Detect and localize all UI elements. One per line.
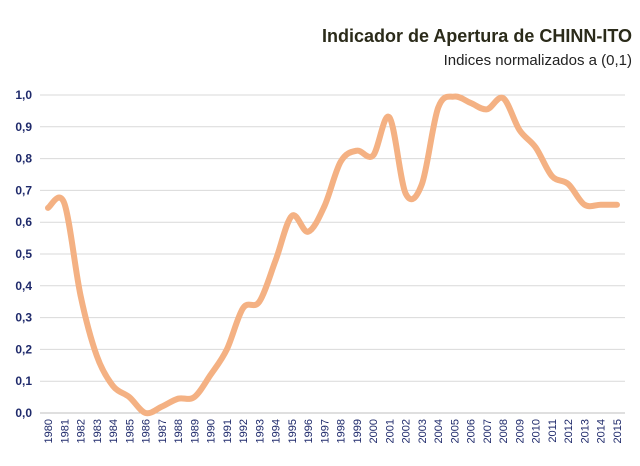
gridlines [40, 94, 625, 414]
y-tick-label: 0,7 [15, 183, 32, 197]
x-tick-label: 2004 [433, 419, 445, 443]
x-tick-label: 1991 [222, 419, 234, 443]
x-tick-label: 1990 [206, 419, 218, 443]
y-tick-label: 0,0 [15, 406, 32, 420]
x-tick-label: 1996 [303, 419, 315, 443]
x-tick-label: 1982 [76, 419, 88, 443]
x-tick-label: 1980 [43, 419, 55, 443]
x-tick-label: 1992 [238, 419, 250, 443]
y-tick-label: 0,8 [15, 152, 32, 166]
chart-subtitle: Indices normalizados a (0,1) [443, 52, 632, 69]
x-tick-label: 2008 [498, 419, 510, 443]
x-tick-label: 1999 [352, 419, 364, 443]
y-tick-label: 0,9 [15, 120, 32, 134]
x-tick-label: 2002 [401, 419, 413, 443]
x-tick-label: 1998 [336, 419, 348, 443]
y-tick-label: 0,5 [15, 247, 32, 261]
x-tick-label: 1994 [271, 419, 283, 443]
x-tick-label: 2009 [514, 419, 526, 443]
x-tick-label: 2015 [612, 419, 624, 443]
y-tick-label: 0,3 [15, 311, 32, 325]
x-tick-label: 1981 [59, 419, 71, 443]
x-tick-label: 2014 [596, 419, 608, 443]
y-tick-label: 0,6 [15, 215, 32, 229]
x-tick-label: 1997 [319, 419, 331, 443]
series-line [45, 93, 620, 417]
x-tick-label: 2010 [531, 419, 543, 443]
x-tick-label: 1988 [173, 419, 185, 443]
x-tick-label: 2005 [449, 419, 461, 443]
x-tick-label: 1987 [157, 419, 169, 443]
y-tick-label: 0,4 [15, 279, 32, 293]
x-tick-label: 2007 [482, 419, 494, 443]
y-tick-label: 0,1 [15, 374, 32, 388]
y-tick-label: 1,0 [15, 88, 32, 102]
y-axis: 0,0 0,1 0,2 0,3 0,4 0,5 0,6 0,7 0,8 0,9 1,0 [15, 88, 32, 420]
x-axis: 1980 1981 1982 1983 1984 1985 1986 1987 1988 1989… [43, 419, 624, 443]
chart-title: Indicador de Apertura de CHINN-ITO [321, 26, 632, 46]
x-tick-label: 1986 [141, 419, 153, 443]
x-tick-label: 1989 [189, 419, 201, 443]
x-tick-label: 1993 [254, 419, 266, 443]
x-tick-label: 1984 [108, 419, 120, 443]
x-tick-label: 1985 [124, 419, 136, 443]
x-tick-label: 2011 [547, 419, 559, 443]
series-group [45, 93, 620, 417]
x-tick-label: 1983 [92, 419, 104, 443]
x-tick-label: 2001 [384, 419, 396, 443]
x-tick-label: 2003 [417, 419, 429, 443]
y-tick-label: 0,2 [15, 342, 32, 356]
x-tick-label: 2006 [466, 419, 478, 443]
x-tick-label: 2000 [368, 419, 380, 443]
x-tick-label: 2012 [563, 419, 575, 443]
x-tick-label: 2013 [579, 419, 591, 443]
x-tick-label: 1995 [287, 419, 299, 443]
